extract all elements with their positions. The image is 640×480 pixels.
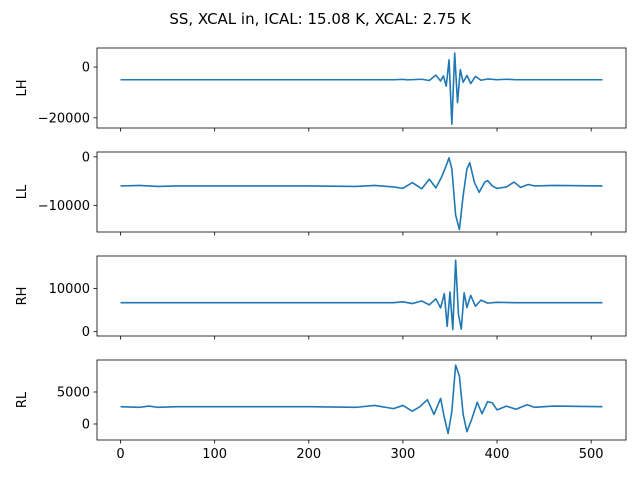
y-tick-label: −20000 <box>38 111 90 126</box>
x-tick-label: 0 <box>116 447 124 462</box>
x-tick-label: 400 <box>485 447 510 462</box>
series-line-lh <box>120 52 603 125</box>
x-tick-label: 300 <box>391 447 416 462</box>
series-line-rh <box>120 259 603 331</box>
series-line-ll <box>120 157 603 231</box>
y-tick-label: 0 <box>82 325 90 340</box>
y-tick-label: −10000 <box>38 199 90 214</box>
panel-rl: 0 5000 RL 0 100 200 300 400 500 <box>15 359 627 462</box>
axes-frame <box>96 47 627 129</box>
x-tick-label: 100 <box>202 447 227 462</box>
chart-title: SS, XCAL in, ICAL: 15.08 K, XCAL: 2.75 K <box>169 10 472 28</box>
y-tick-label: 0 <box>82 418 90 433</box>
x-tick-label: 200 <box>296 447 321 462</box>
axes-frame <box>96 359 627 441</box>
y-axis-label-ll: LL <box>15 184 30 199</box>
chart-panels: −20000 0 LH −10000 0 LL 0 10000 RH 0 5000 RL 0 100 200… <box>15 47 627 462</box>
panel-ll: −10000 0 LL <box>15 150 627 236</box>
y-axis-label-rh: RH <box>15 287 30 306</box>
y-tick-label: 0 <box>82 61 90 76</box>
axes-frame <box>96 255 627 337</box>
y-axis-label-rl: RL <box>15 391 30 408</box>
panel-lh: −20000 0 LH <box>15 47 627 132</box>
y-tick-label: 10000 <box>49 282 90 297</box>
series-line-rl <box>120 364 603 435</box>
axes-frame <box>96 151 627 233</box>
y-tick-label: 5000 <box>57 386 90 401</box>
x-tick-label: 500 <box>579 447 604 462</box>
panel-rh: 0 10000 RH <box>15 255 627 340</box>
y-tick-label: 0 <box>82 150 90 165</box>
y-axis-label-lh: LH <box>15 79 30 96</box>
